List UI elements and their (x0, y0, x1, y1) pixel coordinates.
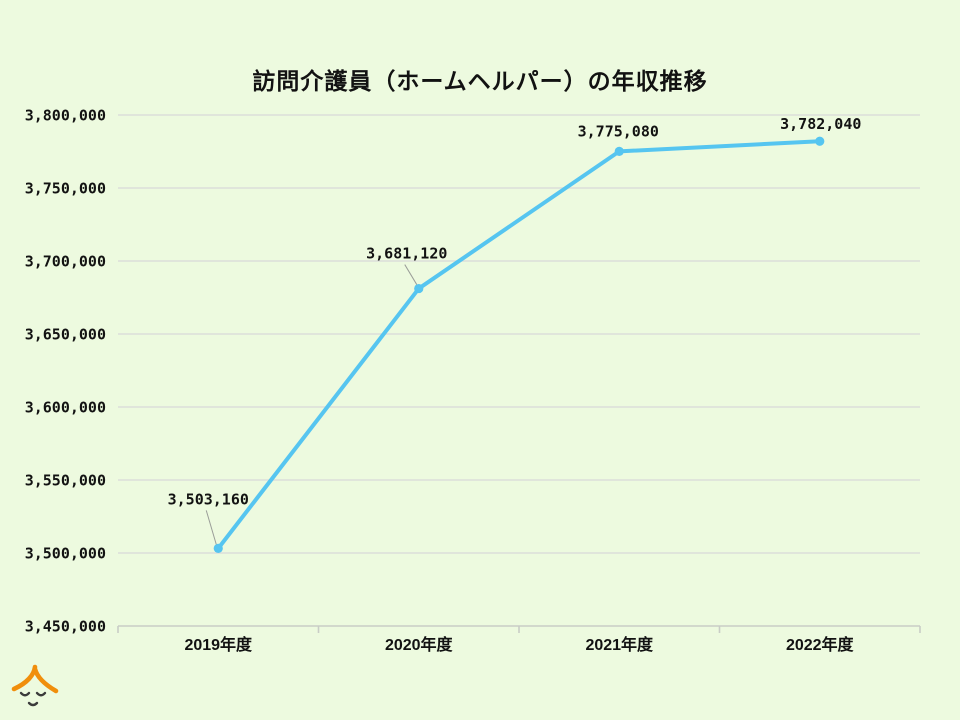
data-label-leader-line (205, 510, 217, 545)
x-axis-category-label: 2021年度 (585, 635, 654, 654)
data-point-marker (815, 136, 825, 146)
data-point-marker (614, 146, 624, 156)
x-axis-category-label: 2019年度 (184, 635, 253, 654)
logo-left-eye (19, 691, 31, 697)
y-axis-tick-label: 3,800,000 (25, 107, 106, 125)
logo-right-eye (35, 691, 47, 697)
data-point-marker (414, 283, 424, 294)
mascot-logo-icon (11, 664, 59, 707)
y-axis-tick-label: 3,700,000 (25, 253, 106, 271)
logo-roof-stroke-right (32, 666, 59, 694)
data-label-leader-line (404, 264, 418, 285)
y-axis-tick-label: 3,750,000 (25, 180, 106, 198)
x-axis-category-label: 2020年度 (385, 635, 454, 654)
brand-logo (10, 660, 60, 719)
y-axis-tick-label: 3,450,000 (25, 618, 106, 636)
y-axis-tick-label: 3,550,000 (25, 472, 106, 490)
logo-mouth (27, 701, 39, 707)
data-point-label: 3,681,120 (366, 245, 447, 263)
x-axis-category-label: 2022年度 (786, 635, 855, 654)
y-axis-tick-label: 3,500,000 (25, 545, 106, 563)
data-point-label: 3,775,080 (578, 122, 659, 140)
logo-roof-stroke-left (11, 664, 38, 692)
chart-title: 訪問介護員（ホームヘルパー）の年収推移 (252, 68, 708, 94)
data-point-label: 3,782,040 (780, 115, 861, 133)
data-point-marker (213, 543, 223, 553)
y-axis-tick-label: 3,650,000 (25, 326, 106, 344)
y-axis-tick-label: 3,600,000 (25, 399, 106, 417)
data-point-label: 3,503,160 (168, 490, 249, 508)
series-line (216, 139, 822, 551)
